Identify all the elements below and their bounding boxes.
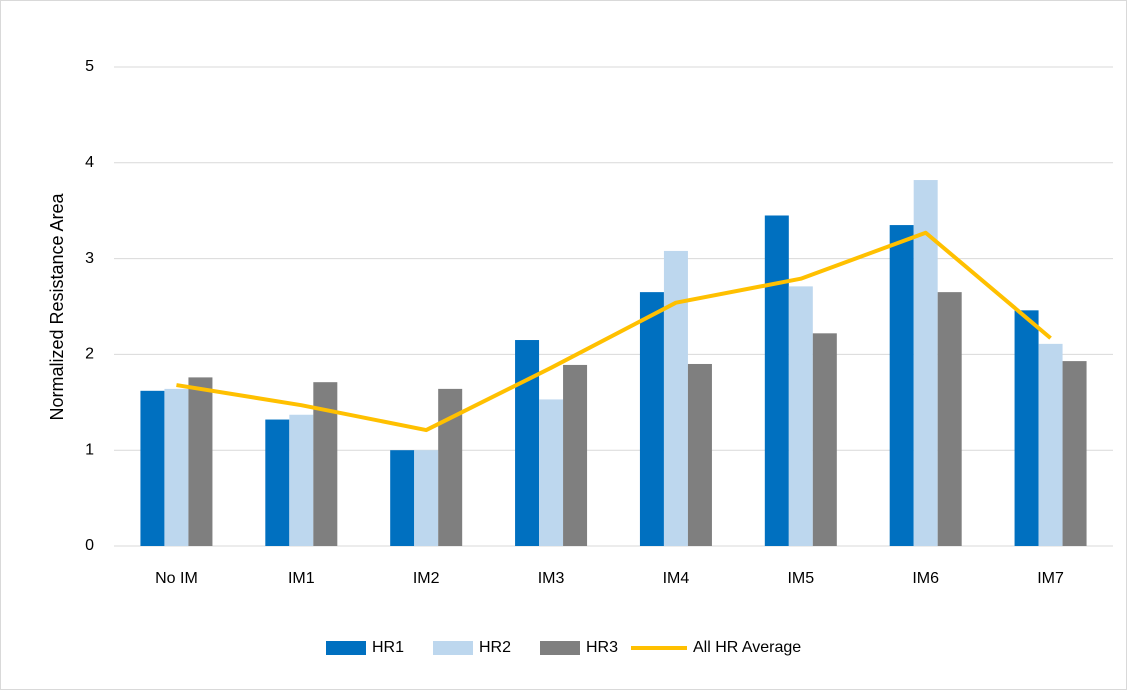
x-tick-label: IM3: [538, 570, 565, 587]
bar: [639, 292, 664, 546]
bar: [563, 364, 588, 546]
y-tick-label: 0: [85, 537, 94, 554]
legend-label: HR1: [372, 639, 404, 656]
bar: [1014, 310, 1039, 546]
bar: [1038, 343, 1063, 546]
line-series: [176, 230, 1052, 433]
x-tick-label: IM1: [288, 570, 315, 587]
bar: [414, 450, 439, 546]
legend-swatch: [540, 641, 580, 655]
bar: [188, 377, 213, 546]
legend-label: All HR Average: [693, 639, 801, 656]
y-tick-label: 5: [85, 58, 94, 75]
bar: [164, 388, 189, 546]
legend-swatch: [326, 641, 366, 655]
y-axis-label: Normalized Resistance Area: [47, 192, 67, 420]
y-tick-label: 2: [85, 346, 94, 363]
x-tick-label: IM7: [1037, 570, 1064, 587]
bar: [140, 390, 165, 546]
x-tick-label: IM4: [663, 570, 690, 587]
bar: [515, 340, 540, 546]
bar: [764, 215, 789, 547]
x-tick-label: IM6: [912, 570, 939, 587]
y-tick-label: 1: [85, 441, 94, 458]
x-tick-label: IM2: [413, 570, 440, 587]
bar: [663, 250, 688, 546]
y-tick-label: 4: [85, 154, 94, 171]
x-tick-label: IM5: [787, 570, 814, 587]
bar: [937, 292, 962, 546]
y-tick-label: 3: [85, 250, 94, 267]
bar: [289, 414, 314, 546]
bar: [1062, 361, 1087, 546]
bar: [687, 363, 712, 546]
legend-label: HR3: [586, 639, 618, 656]
bar: [539, 399, 564, 546]
bar: [390, 450, 415, 546]
bar: [788, 286, 813, 546]
x-tick-label: No IM: [155, 570, 198, 587]
bar: [812, 333, 837, 546]
legend-swatch: [433, 641, 473, 655]
bar: [265, 419, 290, 546]
bar: [889, 225, 914, 546]
legend-label: HR2: [479, 639, 511, 656]
